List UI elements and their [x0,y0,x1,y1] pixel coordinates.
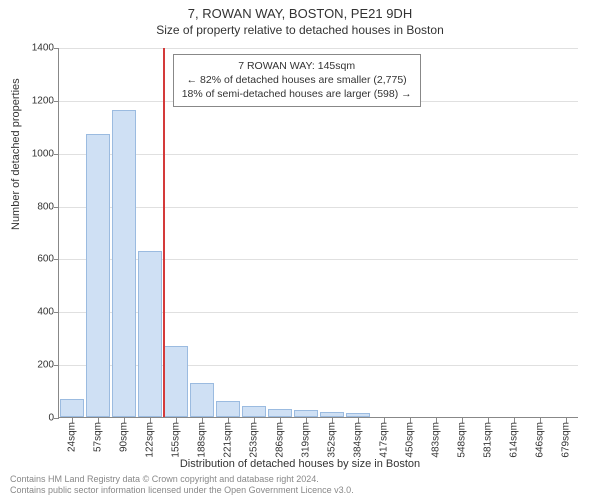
ytick-mark [54,207,59,208]
callout-box: 7 ROWAN WAY: 145sqm← 82% of detached hou… [173,54,421,107]
ytick-label: 800 [14,201,54,212]
ytick-mark [54,312,59,313]
xtick-label: 614sqm [509,422,520,458]
histogram-bar [346,413,369,417]
xtick-label: 450sqm [405,422,416,458]
histogram-bar [216,401,239,417]
histogram-bar [294,410,317,417]
xtick-label: 221sqm [223,422,234,458]
xtick-label: 24sqm [67,422,78,452]
chart-area: 020040060080010001200140024sqm57sqm90sqm… [58,48,578,418]
histogram-bar [60,399,83,418]
x-axis-label: Distribution of detached houses by size … [0,458,600,470]
reference-line [163,48,165,417]
histogram-bar [190,383,213,417]
footer-line: Contains HM Land Registry data © Crown c… [10,474,354,485]
gridline-h [59,312,578,313]
xtick-label: 155sqm [171,422,182,458]
page-subtitle: Size of property relative to detached ho… [0,23,600,37]
xtick-label: 581sqm [483,422,494,458]
page-title: 7, ROWAN WAY, BOSTON, PE21 9DH [0,6,600,21]
callout-line: ← 82% of detached houses are smaller (2,… [182,73,412,87]
xtick-label: 90sqm [119,422,130,452]
xtick-label: 679sqm [561,422,572,458]
gridline-h [59,365,578,366]
xtick-label: 253sqm [249,422,260,458]
xtick-label: 286sqm [275,422,286,458]
ytick-mark [54,418,59,419]
ytick-mark [54,101,59,102]
ytick-label: 400 [14,307,54,318]
histogram-bar [242,406,265,417]
xtick-label: 417sqm [379,422,390,458]
footer-line: Contains public sector information licen… [10,485,354,496]
ytick-mark [54,154,59,155]
histogram-bar [112,110,135,417]
histogram-bar [268,409,291,417]
histogram-bar [164,346,187,417]
xtick-label: 319sqm [301,422,312,458]
ytick-mark [54,48,59,49]
ytick-mark [54,259,59,260]
footer-attribution: Contains HM Land Registry data © Crown c… [10,474,354,497]
ytick-label: 200 [14,360,54,371]
histogram-bar [86,134,109,417]
ytick-label: 1400 [14,43,54,54]
histogram-bar [138,251,161,418]
xtick-label: 646sqm [535,422,546,458]
ytick-label: 1000 [14,148,54,159]
histogram-bar [320,412,343,417]
xtick-label: 384sqm [353,422,364,458]
xtick-label: 188sqm [197,422,208,458]
xtick-label: 122sqm [145,422,156,458]
gridline-h [59,48,578,49]
callout-line: 18% of semi-detached houses are larger (… [182,87,412,101]
gridline-h [59,259,578,260]
callout-line: 7 ROWAN WAY: 145sqm [182,59,412,73]
xtick-label: 483sqm [431,422,442,458]
ytick-label: 600 [14,254,54,265]
gridline-h [59,154,578,155]
ytick-label: 0 [14,413,54,424]
xtick-label: 548sqm [457,422,468,458]
plot-area: 020040060080010001200140024sqm57sqm90sqm… [58,48,578,418]
gridline-h [59,207,578,208]
xtick-label: 352sqm [327,422,338,458]
xtick-label: 57sqm [93,422,104,452]
ytick-label: 1200 [14,95,54,106]
ytick-mark [54,365,59,366]
